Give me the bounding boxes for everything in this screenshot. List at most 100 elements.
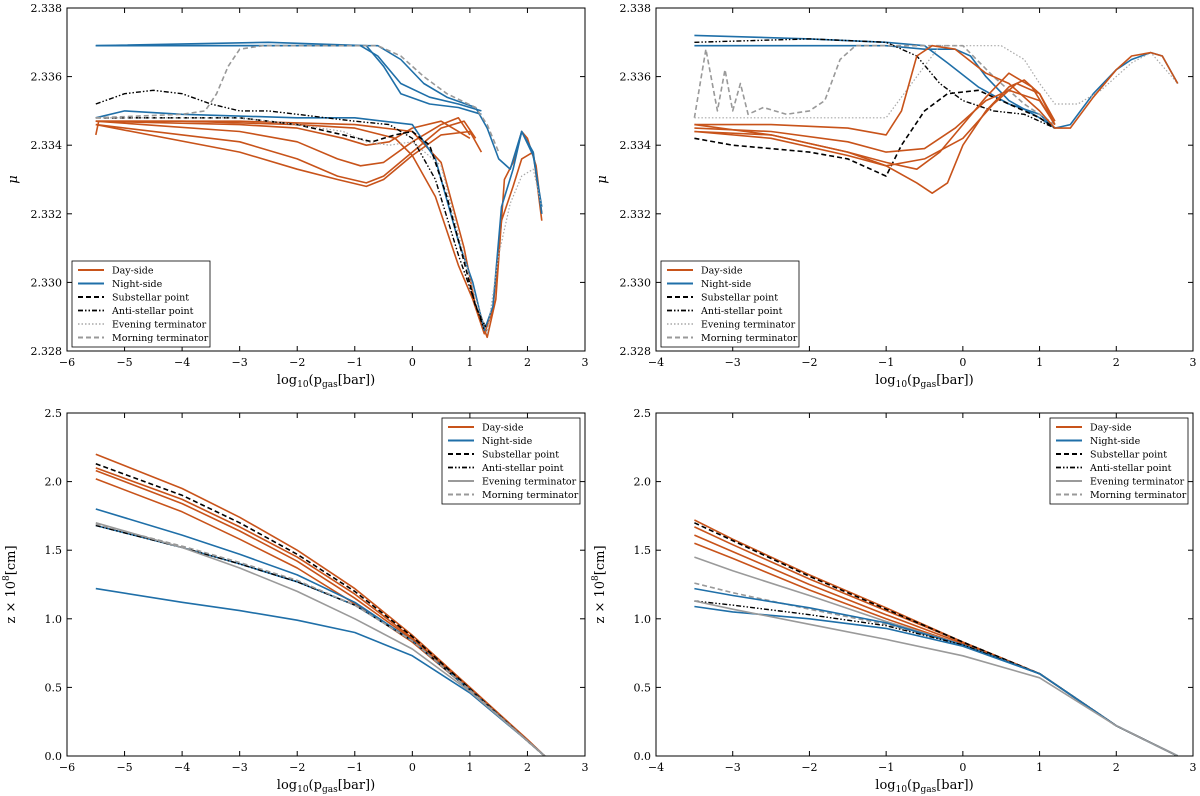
mu-right-ytick-label: 2.328 <box>620 345 652 358</box>
z-right-ytick-label: 2.5 <box>634 407 652 420</box>
mu-right-xtick-label: 2 <box>1113 356 1120 369</box>
mu-left-series-grey-dotted-12 <box>95 117 543 335</box>
z-right-ytick-label: 1.0 <box>634 613 652 626</box>
z-left-xtick-label: −2 <box>289 761 305 774</box>
mu-left-series-black-dashed-10 <box>95 117 488 331</box>
mu-left-xtick-label: −5 <box>116 356 132 369</box>
z-left-legend: Day-side Night-side Substellar point Anti-s… <box>441 417 581 505</box>
mu-left-xtick-label: −6 <box>59 356 75 369</box>
z-right-xtick-label: 1 <box>1036 761 1043 774</box>
z-left-series-day-0 <box>95 453 546 756</box>
mu-left-xtick-label: −1 <box>347 356 363 369</box>
mu-left-axes-frame <box>66 7 586 352</box>
z-left-ylabel: z × 108[cm] <box>2 545 19 623</box>
mu-left-legend-label-morning: Morning terminator <box>112 333 209 344</box>
z-right-legend-label-evening: Evening terminator <box>1090 477 1185 488</box>
z-left-xtick-label: −3 <box>232 761 248 774</box>
z-right-legend: Day-side Night-side Substellar point Anti-s… <box>1049 417 1189 505</box>
z-left-legend-label-day: Day-side <box>482 423 524 434</box>
z-right-xtick-label: 2 <box>1113 761 1120 774</box>
mu-left-ytick-label: 2.338 <box>31 2 63 15</box>
mu-right-ytick-label: 2.330 <box>620 276 652 289</box>
mu-left-ytick-label: 2.330 <box>31 276 63 289</box>
z-right-series-group <box>694 519 1179 756</box>
z-left-xtick-label: 3 <box>582 761 589 774</box>
z-left-legend-label-evening: Evening terminator <box>482 477 577 488</box>
z-right-ytick-label: 0.5 <box>634 681 652 694</box>
mu-right-series-grey-dashed-4 <box>693 44 1056 126</box>
z-right-legend-label-day: Day-side <box>1090 423 1132 434</box>
z-right-ytick-label: 0.0 <box>634 750 652 763</box>
mu-left-ytick-label: 2.332 <box>31 208 63 221</box>
mu-left-series-day-2 <box>95 117 471 167</box>
mu-left-panel: −6 −5 −4 −3 −2 −1 0 1 2 3 2.328 2.330 2.332 2.334 2.33… <box>6 2 589 390</box>
z-right-series-black-dashed-4 <box>694 522 1179 756</box>
mu-right-legend-label-day: Day-side <box>701 266 743 277</box>
mu-left-series-day-0 <box>95 120 543 335</box>
z-left-series-grey-dashed-10 <box>95 523 546 756</box>
z-left-legend-box <box>441 417 581 505</box>
z-left-xtick-label: −4 <box>174 761 190 774</box>
z-left-ytick-label: 2.0 <box>45 476 63 489</box>
z-left-legend-label-morning: Morning terminator <box>482 490 579 501</box>
z-right-xtick-label: −3 <box>725 761 741 774</box>
mu-right-series-grey-dotted-5 <box>694 45 1179 119</box>
mu-left-legend-label-night: Night-side <box>112 279 163 290</box>
mu-right-xtick-label: 3 <box>1190 356 1197 369</box>
z-left-xtick-label: −5 <box>116 761 132 774</box>
mu-left-legend-label-antistellar: Anti-stellar point <box>111 306 194 317</box>
z-right-xtick-label: 3 <box>1190 761 1197 774</box>
mu-left-series-day-5 <box>95 120 543 339</box>
z-left-xtick-label: 0 <box>409 761 416 774</box>
mu-right-series-day-6 <box>694 44 1179 136</box>
z-right-legend-box <box>1049 417 1189 505</box>
mu-right-legend-label-evening: Evening terminator <box>701 320 796 331</box>
mu-right-xtick-label: −2 <box>801 356 817 369</box>
mu-left-xtick-label: 0 <box>409 356 416 369</box>
z-right-legend-label-morning: Morning terminator <box>1090 490 1187 501</box>
z-left-legend-label-antistellar: Anti-stellar point <box>481 463 564 474</box>
z-right-series-grey-solid-10 <box>694 600 1179 756</box>
mu-left-legend-label-day: Day-side <box>112 266 154 277</box>
mu-left-series-night-8 <box>95 41 482 116</box>
mu-right-legend-label-night: Night-side <box>701 279 752 290</box>
mu-left-ytick-label: 2.336 <box>31 71 63 84</box>
z-left-ytick-label: 0.0 <box>45 750 63 763</box>
z-right-ylabel: z × 108[cm] <box>591 545 608 623</box>
z-right-xtick-label: −1 <box>878 761 894 774</box>
z-right-panel: −4 −3 −2 −1 0 1 2 3 0.0 0.5 1.0 1.5 2.0 2.5 log10(pgas… <box>591 407 1197 795</box>
mu-left-ylabel: μ <box>6 175 21 183</box>
mu-right-xtick-label: 1 <box>1036 356 1043 369</box>
mu-right-xtick-label: 0 <box>959 356 966 369</box>
z-right-xtick-label: 0 <box>959 761 966 774</box>
z-left-xtick-label: 1 <box>466 761 473 774</box>
mu-left-ytick-label: 2.328 <box>31 345 63 358</box>
z-left-legend-label-night: Night-side <box>482 436 533 447</box>
z-right-legend-label-night: Night-side <box>1090 436 1141 447</box>
z-left-xtick-label: −1 <box>347 761 363 774</box>
mu-left-xtick-label: 1 <box>466 356 473 369</box>
z-left-panel: −6 −5 −4 −3 −2 −1 0 1 2 30.00.51.01.52.02.5log10(… <box>2 407 589 795</box>
z-left-ytick-label: 1.0 <box>45 613 63 626</box>
mu-left-legend-label-evening: Evening terminator <box>112 320 207 331</box>
mu-right-ytick-label: 2.334 <box>620 139 652 152</box>
mu-right-legend-label-substellar: Substellar point <box>701 293 778 304</box>
mu-right-ylabel: μ <box>595 175 610 183</box>
mu-left-series-black-dashdot-11 <box>95 89 485 331</box>
mu-right-series-group <box>693 34 1179 194</box>
mu-left-series-night-9 <box>95 110 543 332</box>
mu-right-series-day-10 <box>694 82 1056 167</box>
mu-left-xtick-label: −2 <box>289 356 305 369</box>
mu-left-xtick-label: −3 <box>232 356 248 369</box>
z-left-xtick-label: −6 <box>59 761 75 774</box>
mu-right-ytick-label: 2.332 <box>620 208 652 221</box>
z-right-axes-frame <box>655 412 1194 757</box>
mu-right-series-day-9 <box>694 79 1056 194</box>
mu-right-legend-label-morning: Morning terminator <box>701 333 798 344</box>
z-right-xlabel: log10(pgas[bar]) <box>875 778 973 795</box>
z-left-axes-frame <box>66 412 586 757</box>
z-left-ytick-label: 2.5 <box>45 407 63 420</box>
mu-left-legend-box <box>71 260 211 348</box>
z-left-ytick-label: 1.5 <box>45 544 63 557</box>
mu-left-xtick-label: 3 <box>582 356 589 369</box>
